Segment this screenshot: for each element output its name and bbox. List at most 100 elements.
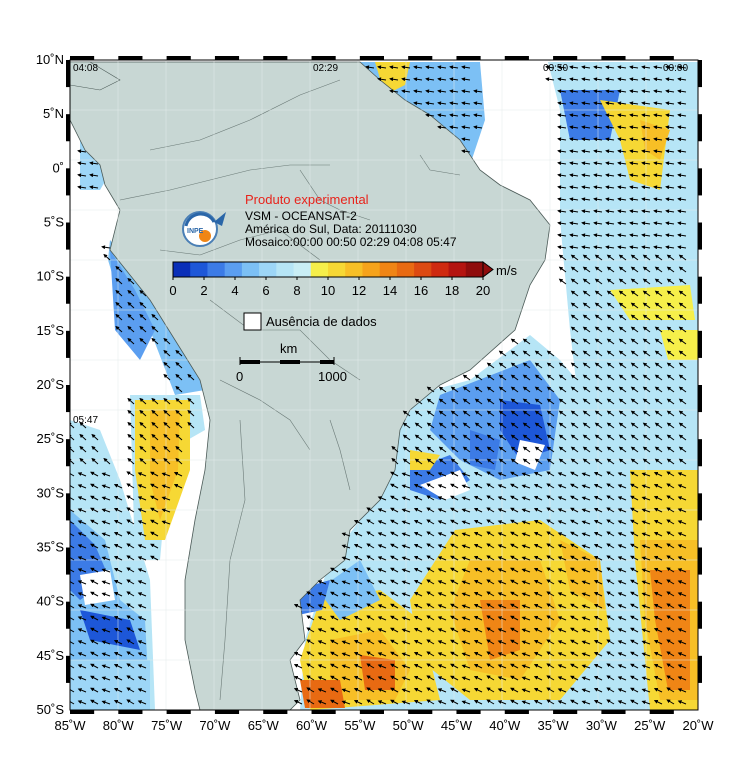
wind-arrow [641,209,651,214]
wind-arrow [115,277,123,285]
wind-arrow [653,484,663,489]
wind-arrow [462,446,471,453]
wind-arrow [666,422,675,429]
wind-arrow [593,245,603,250]
wind-arrow [426,579,435,585]
wind-arrow [533,544,543,549]
frame-tick [649,56,674,60]
wind-arrow [557,161,567,166]
wind-arrow [617,209,627,214]
wind-arrow [581,568,591,573]
wind-arrow [438,434,447,441]
latitude-tick-label: 40˚S [37,594,65,609]
wind-arrow [617,113,627,118]
wind-arrow [641,101,651,106]
wind-arrow [473,101,483,106]
wind-arrow [546,507,555,513]
frame-tick [698,601,702,629]
wind-arrow [594,266,603,273]
wind-arrow [449,101,459,106]
wind-arrow [594,362,603,369]
wind-arrow [630,326,639,333]
wind-arrow [150,543,159,549]
wind-arrow [630,290,639,297]
wind-arrow [677,496,687,501]
wind-arrow [629,221,639,226]
wind-arrow [70,519,75,525]
wind-arrow [401,580,411,585]
wind-arrow [581,209,591,214]
latitude-tick-label: 0˚ [52,160,64,175]
wind-arrow [642,290,651,297]
wind-arrow [617,556,627,561]
wind-arrow [618,338,627,345]
wind-arrow [617,125,627,130]
wind-arrow [677,472,687,477]
wind-arrow [161,472,171,477]
wind-arrow [413,508,423,513]
wind-arrow [101,580,111,585]
wind-arrow [413,65,423,70]
longitude-tick-label: 60˚W [296,718,328,733]
wind-arrow [498,398,507,405]
wind-arrow [437,472,447,477]
wind-arrow [606,507,615,513]
colorbar-tick-label: 4 [231,283,238,298]
frame-tick [66,547,70,575]
wind-arrow [473,472,483,477]
wind-arrow [474,434,483,441]
wind-arrow [641,245,651,250]
wind-arrow [90,579,99,585]
wind-arrow [666,471,675,477]
wind-arrow [678,326,687,333]
wind-arrow [666,326,675,333]
wind-arrow [521,580,531,585]
frame-tick [263,56,288,60]
frame-tick [698,385,702,413]
latitude-tick-label: 30˚S [37,485,65,500]
wind-arrow [581,508,591,513]
wind-arrow [437,65,447,70]
wind-arrow [677,101,687,106]
wind-arrow [557,65,567,70]
wind-arrow [546,531,555,537]
wind-arrow [654,374,663,381]
wind-arrow [450,422,459,429]
wind-arrow [618,422,627,429]
wind-arrow [593,137,603,142]
wind-arrow [473,496,483,501]
wind-arrow [139,337,147,345]
wind-arrow [653,173,663,178]
wind-arrow [594,290,603,297]
colorbar-segment [431,262,450,277]
wind-arrow [629,209,639,214]
wind-arrow [606,374,615,381]
wind-arrow [677,245,687,250]
wind-arrow [594,410,603,417]
wind-arrow [486,410,495,417]
longitude-tick-label: 85˚W [54,718,86,733]
frame-tick [214,56,240,60]
wind-arrow [521,532,531,537]
wind-arrow [665,245,675,250]
wind-arrow [401,484,411,489]
wind-arrow [630,471,639,477]
latitude-tick-label: 15˚S [37,323,65,338]
wind-arrow [630,495,639,501]
wind-arrow [139,313,147,321]
wind-arrow [605,233,615,238]
wind-arrow [629,149,639,154]
wind-arrow [629,137,639,142]
wind-arrow [618,398,627,405]
longitude-tick-label: 65˚W [248,718,280,733]
wind-arrow [437,568,447,573]
wind-arrow [617,520,627,525]
colorbar-tick-label: 6 [262,283,269,298]
wind-arrow [426,483,435,489]
wind-arrow [546,483,555,489]
wind-arrow [533,472,543,477]
wind-arrow [653,472,663,477]
wind-arrow [642,338,651,345]
frame-tick [66,439,70,467]
wind-arrow [666,314,675,321]
